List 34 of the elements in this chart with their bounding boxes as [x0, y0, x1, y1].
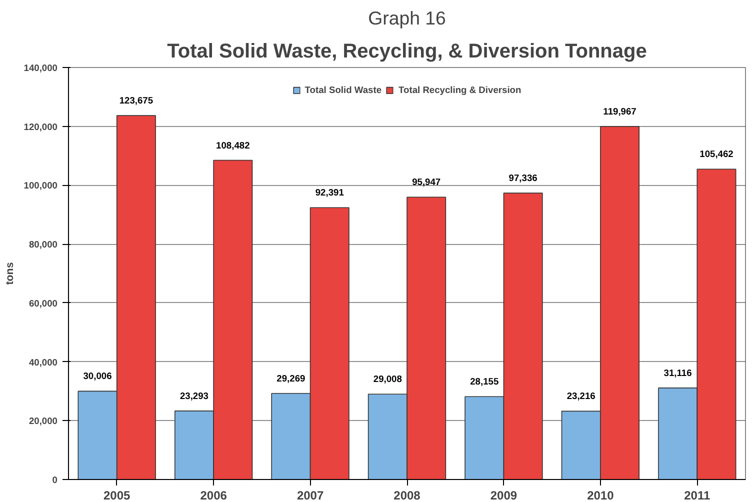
y-tick-label: 40,000: [28, 357, 58, 368]
y-tick-label: 140,000: [24, 63, 58, 73]
y-tick-label: 120,000: [24, 122, 58, 132]
data-label: 123,675: [119, 96, 154, 106]
data-label: 23,293: [180, 390, 208, 401]
data-label: 105,462: [700, 149, 734, 160]
x-tick-label: 2011: [684, 488, 710, 502]
y-tick-label: 80,000: [28, 240, 58, 250]
y-tick-label: 0: [52, 475, 58, 485]
y-tick-label: 20,000: [28, 416, 58, 426]
data-label: 31,116: [664, 368, 692, 378]
data-label: 95,947: [412, 177, 441, 188]
data-label: 30,006: [83, 371, 112, 382]
data-label: 97,336: [508, 173, 538, 184]
x-tick-label: 2009: [490, 488, 518, 502]
y-tick-label: 100,000: [24, 180, 58, 191]
data-label: 23,216: [566, 391, 596, 402]
x-tick-label: 2010: [587, 488, 614, 502]
data-label: 108,482: [216, 140, 250, 150]
data-label: 29,008: [373, 374, 402, 384]
x-tick-label: 2005: [104, 488, 131, 502]
data-label: 28,155: [470, 376, 499, 387]
x-tick-label: 2008: [394, 488, 421, 502]
legend-label: Total Recycling & Diversion: [398, 85, 522, 95]
x-tick-label: 2006: [200, 488, 228, 502]
y-tick-label: 60,000: [28, 298, 58, 308]
data-label: 92,391: [315, 188, 344, 198]
chart-title: Graph 16: [368, 8, 446, 28]
data-label: 29,269: [276, 373, 306, 384]
x-tick-label: 2007: [296, 488, 324, 502]
chart-subtitle: Total Solid Waste, Recycling, & Diversion Tonnage: [167, 40, 647, 62]
y-axis-title: tons: [4, 262, 16, 285]
legend-label: Total Solid Waste: [304, 85, 382, 95]
data-label: 119,967: [603, 106, 636, 116]
